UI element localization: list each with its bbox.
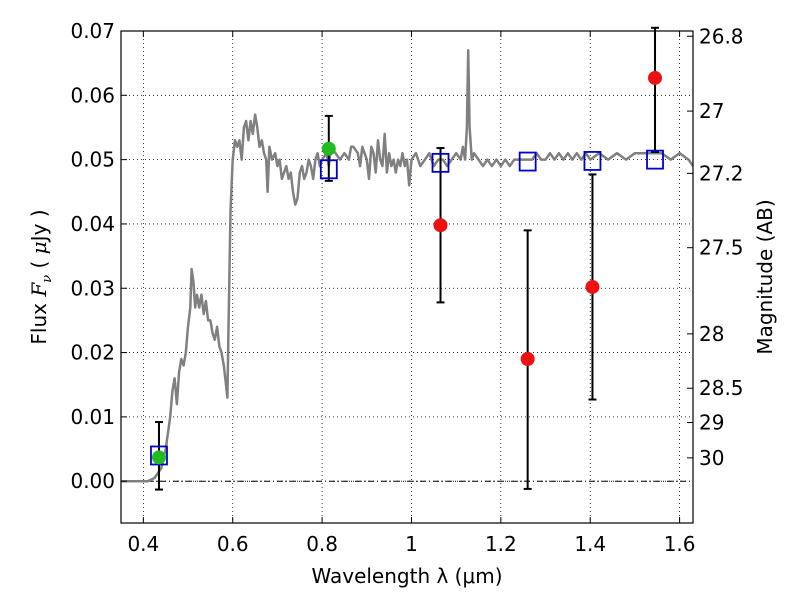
y2-tick-label: 27.5 bbox=[699, 236, 744, 260]
y-tick-label: 0.00 bbox=[70, 469, 115, 493]
circle-marker bbox=[151, 450, 166, 465]
x-axis-label: Wavelength λ (μm) bbox=[311, 564, 502, 588]
circle-marker bbox=[520, 352, 535, 366]
square-marker bbox=[150, 445, 168, 466]
y-tick-label: 0.02 bbox=[70, 341, 115, 365]
x-tick-label: 0.8 bbox=[306, 532, 338, 556]
square-marker bbox=[518, 151, 537, 172]
y-tick-label: 0.03 bbox=[70, 276, 115, 300]
square-marker bbox=[319, 159, 338, 180]
plot-frame bbox=[120, 30, 694, 524]
x-tick-label: 1.2 bbox=[485, 532, 517, 556]
square-marker bbox=[583, 151, 602, 171]
y2-tick-label: 26.8 bbox=[699, 24, 744, 48]
y-tick-label: 0.07 bbox=[70, 19, 115, 43]
markers bbox=[150, 70, 664, 466]
y2-tick-label: 28.5 bbox=[699, 376, 744, 400]
y-tick-label: 0.01 bbox=[70, 405, 115, 429]
circle-marker bbox=[585, 279, 600, 294]
x-tick-label: 1 bbox=[405, 532, 418, 556]
y2-tick-label: 30 bbox=[699, 446, 724, 470]
model-spectrum-line bbox=[121, 49, 693, 483]
circle-marker bbox=[321, 141, 336, 156]
square-marker bbox=[646, 149, 664, 170]
x-axis: 0.4 0.6 0.8 1 1.2 1.4 1.6 bbox=[127, 31, 696, 556]
y-axis: 0.00 0.01 0.02 0.03 0.04 0.05 0.06 0.07 bbox=[70, 19, 127, 493]
x-tick-label: 0.6 bbox=[217, 532, 249, 556]
y-tick-label: 0.06 bbox=[70, 83, 115, 107]
y-tick-label: 0.05 bbox=[70, 148, 115, 172]
y2-tick-label: 28 bbox=[699, 322, 724, 346]
x-tick-label: 0.4 bbox=[127, 532, 159, 556]
y-axis-label: Flux Fν ( μJy ) bbox=[27, 209, 55, 344]
y2-axis: 26.8 27 27.2 27.5 28 28.5 29 30 bbox=[687, 24, 744, 470]
y2-axis-label: Magnitude (AB) bbox=[753, 199, 777, 354]
y2-tick-label: 27 bbox=[699, 99, 724, 123]
square-marker bbox=[431, 152, 450, 173]
y2-tick-label: 27.2 bbox=[699, 161, 744, 185]
y-tick-label: 0.04 bbox=[70, 212, 115, 236]
circle-marker bbox=[648, 70, 663, 85]
y2-tick-label: 29 bbox=[699, 411, 724, 435]
plot-content bbox=[121, 49, 693, 483]
x-tick-label: 1.6 bbox=[664, 532, 696, 556]
circle-marker bbox=[433, 218, 448, 233]
x-tick-label: 1.4 bbox=[574, 532, 606, 556]
